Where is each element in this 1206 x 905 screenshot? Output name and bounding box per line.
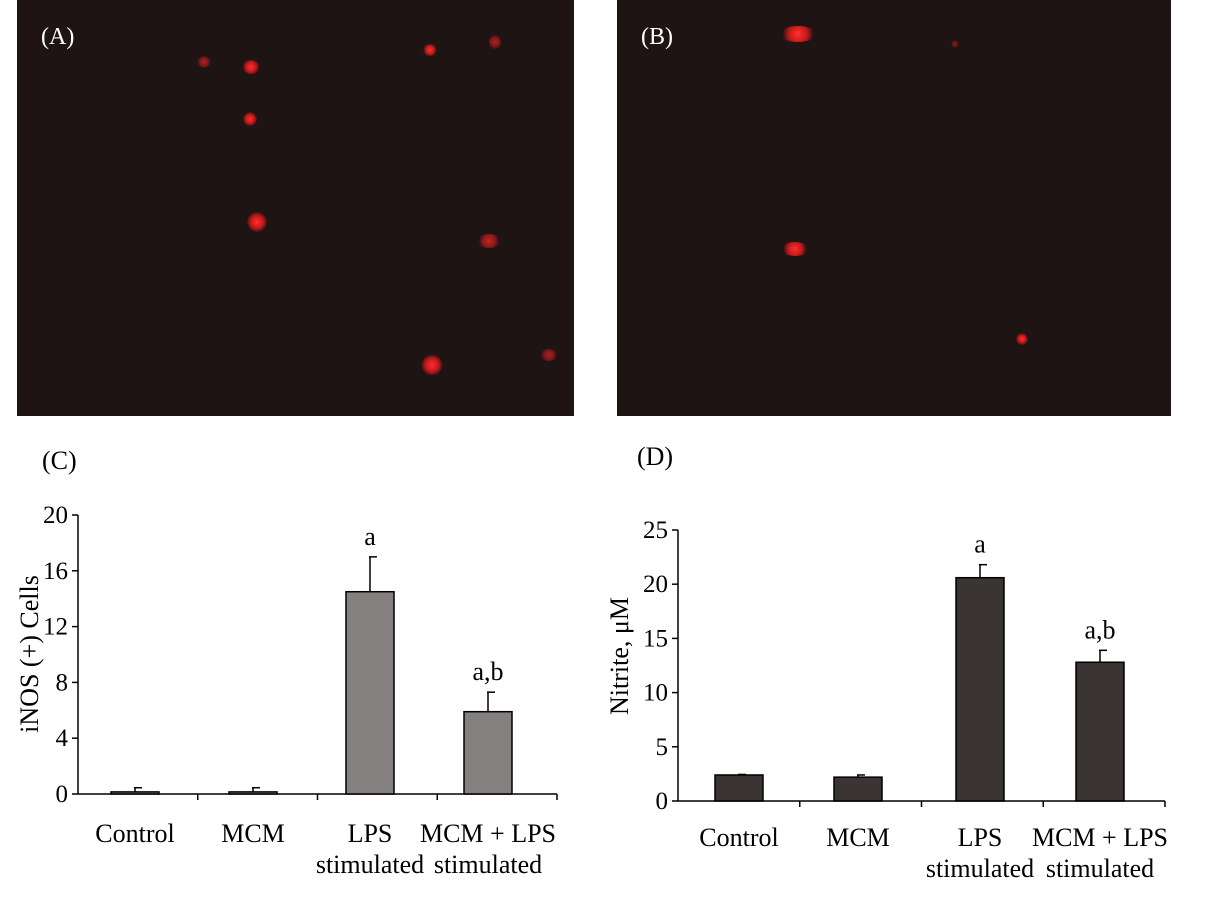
x-category-label-c: stimulated [316,850,424,879]
panel-label-a: (A) [41,24,75,50]
x-category-label-c: MCM [221,819,285,848]
bar-c [110,791,160,795]
y-tick-label-c: 8 [56,669,69,696]
fluorescent-cell [477,234,501,248]
x-category-label-d: MCM [826,823,890,852]
x-category-label-d: stimulated [926,854,1034,883]
fluorescent-cell [423,44,437,56]
x-category-label-d: MCM + LPS [1032,823,1168,852]
fluorescent-cell [197,56,211,68]
x-category-label-d: LPS [958,823,1003,852]
panel-label-c: (C) [42,446,77,475]
y-tick-label-d: 20 [643,571,668,598]
bar-annotation-c: a [364,522,376,551]
y-tick-label-c: 16 [43,558,68,585]
y-tick-label-d: 5 [656,734,669,761]
fluorescent-cell [243,112,257,126]
y-tick-label-d: 25 [643,517,668,544]
fluorescent-cell [1016,333,1028,345]
y-axis-label-c: iNOS (+) Cells [15,575,44,733]
fluorescent-cell [951,40,959,48]
panel-label-d: (D) [637,442,674,471]
y-axis-label-d: Nitrite, μM [605,597,634,715]
panel-label-b: (B) [641,24,673,50]
bar-c [228,791,278,795]
micrograph-a: (A) [17,0,574,416]
y-tick-label-c: 20 [43,502,68,529]
bar-d [955,576,1005,802]
y-tick-label-d: 0 [656,788,669,815]
y-tick-label-c: 4 [56,725,69,752]
x-category-label-d: stimulated [1046,854,1154,883]
bar-d [1075,661,1125,802]
fluorescent-cell [421,355,443,375]
y-tick-label-d: 15 [643,625,668,652]
fluorescent-cell [489,34,501,50]
bar-annotation-d: a [974,530,986,559]
fluorescent-cell [779,26,817,42]
fluorescent-cell [247,212,267,232]
fluorescent-cell [781,242,809,256]
x-category-label-c: stimulated [434,850,542,879]
y-tick-label-c: 12 [43,614,68,641]
bar-annotation-c: a,b [472,657,503,686]
bar-annotation-d: a,b [1084,615,1115,644]
fluorescent-cell [540,349,558,361]
bar-d [714,774,764,802]
bar-c [345,590,395,795]
bar-c [463,710,513,795]
bar-d [833,776,883,802]
x-category-label-c: Control [95,819,174,848]
x-category-label-d: Control [699,823,778,852]
fluorescent-cell [242,60,260,74]
x-category-label-c: MCM + LPS [420,819,556,848]
x-category-label-c: LPS [348,819,393,848]
y-tick-label-d: 10 [643,680,668,707]
y-tick-label-c: 0 [56,781,69,808]
micrograph-b: (B) [617,0,1171,416]
